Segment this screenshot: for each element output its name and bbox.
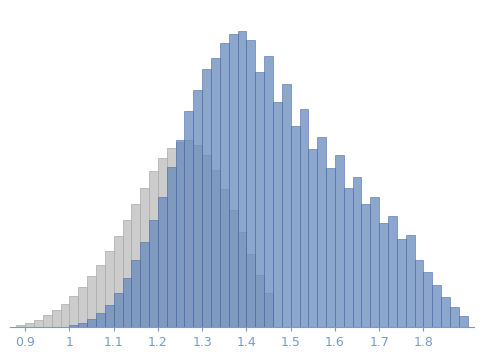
Bar [122, 220, 131, 327]
Bar [167, 148, 176, 327]
Bar [220, 189, 229, 327]
Bar [379, 223, 388, 327]
Bar [238, 232, 246, 327]
Bar [450, 307, 459, 327]
Bar [424, 272, 432, 327]
Bar [211, 58, 220, 327]
Bar [140, 242, 149, 327]
Bar [246, 254, 255, 327]
Bar [149, 220, 158, 327]
Bar [211, 170, 220, 327]
Bar [16, 325, 25, 327]
Bar [441, 297, 450, 327]
Bar [220, 43, 229, 327]
Bar [308, 149, 317, 327]
Bar [246, 40, 255, 327]
Bar [193, 90, 202, 327]
Bar [96, 265, 105, 327]
Bar [69, 325, 78, 327]
Bar [87, 276, 96, 327]
Bar [362, 204, 370, 327]
Bar [202, 69, 211, 327]
Bar [317, 138, 326, 327]
Bar [432, 285, 441, 327]
Bar [255, 72, 264, 327]
Bar [370, 196, 379, 327]
Bar [335, 155, 344, 327]
Bar [344, 188, 353, 327]
Bar [149, 171, 158, 327]
Bar [273, 102, 282, 327]
Bar [140, 188, 149, 327]
Bar [114, 293, 122, 327]
Bar [184, 111, 193, 327]
Bar [397, 240, 406, 327]
Bar [158, 158, 167, 327]
Bar [415, 260, 424, 327]
Bar [176, 140, 184, 327]
Bar [34, 320, 43, 327]
Bar [264, 293, 273, 327]
Bar [388, 216, 397, 327]
Bar [114, 236, 122, 327]
Bar [105, 251, 114, 327]
Bar [282, 84, 291, 327]
Bar [229, 34, 238, 327]
Bar [131, 260, 140, 327]
Bar [158, 196, 167, 327]
Bar [255, 275, 264, 327]
Bar [229, 210, 238, 327]
Bar [25, 323, 34, 327]
Bar [300, 109, 308, 327]
Bar [52, 310, 60, 327]
Bar [43, 315, 52, 327]
Bar [122, 278, 131, 327]
Bar [87, 319, 96, 327]
Bar [238, 31, 246, 327]
Bar [131, 204, 140, 327]
Bar [264, 56, 273, 327]
Bar [459, 316, 468, 327]
Bar [167, 167, 176, 327]
Bar [78, 287, 87, 327]
Bar [176, 142, 184, 327]
Bar [202, 155, 211, 327]
Bar [406, 235, 415, 327]
Bar [78, 323, 87, 327]
Bar [184, 140, 193, 327]
Bar [96, 313, 105, 327]
Bar [69, 295, 78, 327]
Bar [105, 305, 114, 327]
Bar [353, 178, 362, 327]
Bar [291, 126, 300, 327]
Bar [326, 168, 335, 327]
Bar [60, 303, 69, 327]
Bar [193, 145, 202, 327]
